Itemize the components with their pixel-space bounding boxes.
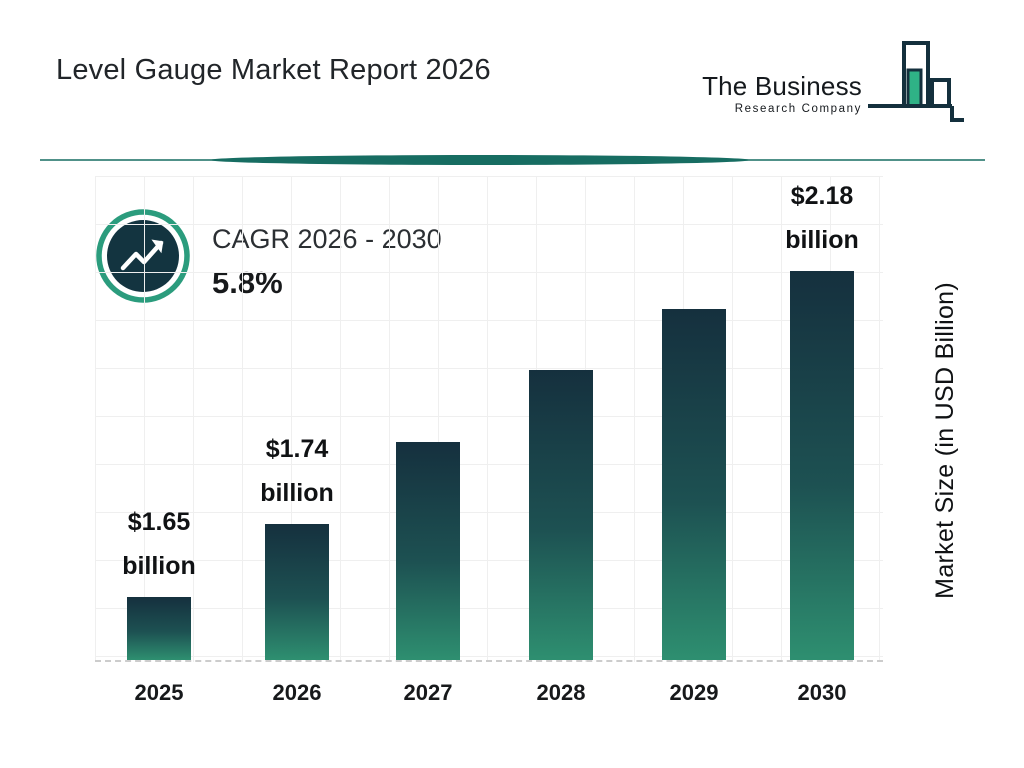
x-tick-2026: 2026 (272, 680, 322, 705)
x-tick-2027: 2027 (403, 680, 453, 705)
chart-baseline (95, 660, 883, 662)
bar-group-2028: 2028 (529, 370, 593, 705)
bar-value-label-2025: $1.65 billion (74, 500, 244, 588)
logo-text: The Business Research Company (702, 71, 862, 115)
chart-gridlines (95, 176, 883, 662)
bar-2028 (529, 370, 593, 660)
bar-group-2026: $1.74 billion 2026 (260, 427, 334, 705)
bar-value-amount: $2.18 (790, 182, 854, 210)
bar-value-amount: $1.74 (265, 435, 329, 463)
bar-value-unit: billion (785, 226, 859, 254)
bar-group-2029: 2029 (662, 309, 726, 705)
bar-chart: $1.65 billion 2025 $1.74 billion 2026 20… (95, 174, 883, 705)
x-tick-2029: 2029 (669, 680, 719, 705)
bar-2025 (127, 597, 191, 660)
bar-value-label-2026: $1.74 billion (212, 427, 382, 515)
bar-value-label-2030: $2.18 billion (737, 174, 907, 262)
page-title: Level Gauge Market Report 2026 (56, 54, 491, 86)
bar-2026 (265, 524, 329, 660)
bar-value-unit: billion (122, 552, 196, 580)
teal-divider (40, 152, 985, 168)
bar-2029 (662, 309, 726, 660)
bar-group-2025: $1.65 billion 2025 (122, 500, 196, 705)
bar-2027 (396, 442, 460, 660)
bar-2030 (790, 271, 854, 660)
bar-chart-logo-icon (866, 40, 966, 128)
bar-group-2027: 2027 (396, 442, 460, 705)
logo-subtitle: Research Company (734, 103, 862, 115)
x-tick-2025: 2025 (134, 680, 184, 705)
bar-group-2030: $2.18 billion 2030 (785, 174, 859, 705)
x-tick-2028: 2028 (536, 680, 586, 705)
logo-name: The Business (702, 71, 862, 101)
company-logo: The Business Research Company (702, 40, 966, 128)
y-axis-label: Market Size (in USD Billion) (931, 282, 959, 599)
bar-value-amount: $1.65 (127, 508, 191, 536)
bar-value-unit: billion (260, 479, 334, 507)
x-tick-2030: 2030 (797, 680, 847, 705)
